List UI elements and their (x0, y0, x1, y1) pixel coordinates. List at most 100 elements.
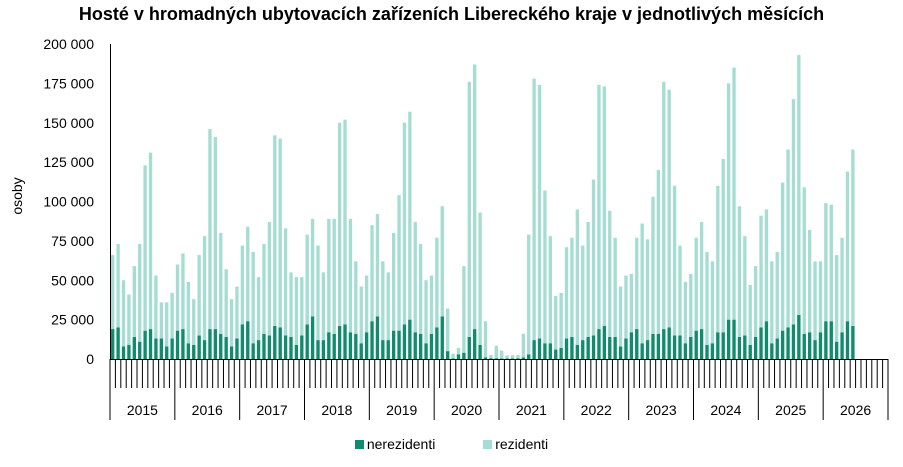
x-year-label: 2020 (451, 402, 482, 418)
bar-nerezidenti (192, 344, 196, 359)
bar-nerezidenti (370, 321, 374, 359)
bar-rezidenti (559, 292, 563, 348)
bar-nerezidenti (408, 319, 412, 359)
series-rezidenti (111, 55, 855, 359)
bar-nerezidenti (418, 333, 423, 359)
legend-item-nerezidenti: nerezidenti (354, 436, 435, 452)
legend-item-rezidenti: rezidenti (483, 436, 548, 452)
bar-rezidenti (343, 119, 347, 325)
bar-nerezidenti (840, 332, 844, 359)
bar-nerezidenti (786, 327, 790, 359)
bar-nerezidenti (699, 329, 704, 359)
bar-nerezidenti (597, 329, 601, 359)
bar-nerezidenti (219, 333, 223, 359)
bar-rezidenti (651, 196, 655, 334)
bar-nerezidenti (662, 329, 666, 359)
bar-rezidenti (186, 281, 191, 344)
bar-nerezidenti (618, 346, 623, 359)
bar-nerezidenti (521, 357, 525, 359)
bar-nerezidenti (256, 340, 261, 359)
bar-nerezidenti (127, 344, 131, 359)
bar-nerezidenti (608, 336, 612, 359)
y-tick-label: 0 (86, 351, 94, 367)
bar-nerezidenti (278, 327, 282, 359)
bar-rezidenti (489, 355, 493, 359)
bar-nerezidenti (694, 330, 698, 359)
bar-rezidenti (192, 299, 196, 345)
bar-rezidenti (429, 275, 434, 334)
bar-nerezidenti (305, 324, 309, 359)
bar-rezidenti (775, 251, 779, 339)
bar-rezidenti (354, 261, 358, 334)
bar-rezidenti (208, 129, 212, 330)
bar-rezidenti (640, 223, 644, 344)
bar-rezidenti (251, 251, 255, 344)
bar-rezidenti (256, 277, 261, 341)
bar-rezidenti (543, 190, 547, 344)
bar-nerezidenti (807, 332, 812, 359)
legend-label-rezidenti: rezidenti (495, 436, 549, 452)
bar-rezidenti (732, 67, 736, 320)
bar-rezidenti (224, 269, 228, 337)
bar-nerezidenti (121, 346, 126, 359)
x-year-label: 2016 (192, 402, 223, 418)
bar-nerezidenti (456, 354, 461, 359)
bar-rezidenti (262, 244, 266, 334)
bar-rezidenti (537, 84, 542, 339)
bar-rezidenti (608, 210, 612, 337)
bar-rezidenti (305, 234, 309, 325)
bar-rezidenti (435, 237, 439, 328)
bar-nerezidenti (586, 336, 590, 359)
chart-title: Hosté v hromadných ubytovacích zařízeníc… (78, 4, 825, 24)
bar-nerezidenti (213, 329, 218, 359)
bar-nerezidenti (240, 324, 245, 359)
bar-nerezidenti (483, 357, 488, 359)
bar-rezidenti (467, 81, 471, 337)
bar-rezidenti (618, 286, 623, 347)
bar-nerezidenti (651, 333, 655, 359)
bar-rezidenti (456, 347, 461, 355)
x-axis (109, 44, 889, 420)
bar-nerezidenti (753, 336, 758, 359)
bar-nerezidenti (440, 316, 444, 359)
bar-rezidenti (181, 253, 185, 330)
bar-nerezidenti (397, 330, 401, 359)
bar-rezidenti (683, 281, 688, 344)
y-tick-label: 200 000 (43, 36, 94, 52)
bar-nerezidenti (721, 332, 725, 359)
bar-rezidenti (807, 229, 812, 333)
bar-nerezidenti (543, 343, 547, 359)
bar-rezidenti (689, 273, 693, 337)
bar-nerezidenti (208, 329, 212, 359)
bar-nerezidenti (159, 338, 164, 359)
bar-rezidenti (154, 275, 158, 339)
y-axis-tick-labels: 0 25 000 50 000 75 000 100 000 125 000 150 000… (43, 36, 94, 367)
bar-nerezidenti (478, 344, 482, 359)
bar-nerezidenti (629, 332, 634, 359)
x-year-label: 2023 (646, 402, 677, 418)
bar-nerezidenti (348, 332, 353, 359)
bar-rezidenti (527, 234, 531, 355)
bar-nerezidenti (262, 333, 266, 359)
bar-nerezidenti (386, 340, 390, 359)
bar-rezidenti (289, 272, 293, 337)
bar-nerezidenti (337, 325, 342, 359)
bar-rezidenti (780, 182, 785, 331)
bar-nerezidenti (462, 352, 466, 359)
bar-rezidenti (386, 272, 390, 341)
bar-nerezidenti (332, 333, 336, 359)
bar-nerezidenti (775, 338, 779, 359)
bar-nerezidenti (716, 332, 720, 359)
bar-nerezidenti (489, 358, 493, 359)
bar-nerezidenti (300, 335, 304, 359)
bar-rezidenti (294, 277, 299, 345)
bar-nerezidenti (148, 329, 153, 359)
bar-rezidenti (138, 244, 142, 342)
bar-rezidenti (445, 308, 450, 352)
bar-nerezidenti (591, 335, 596, 359)
bar-nerezidenti (391, 330, 396, 359)
bar-nerezidenti (829, 321, 833, 359)
bar-rezidenti (132, 266, 136, 337)
bar-rezidenti (759, 215, 763, 328)
